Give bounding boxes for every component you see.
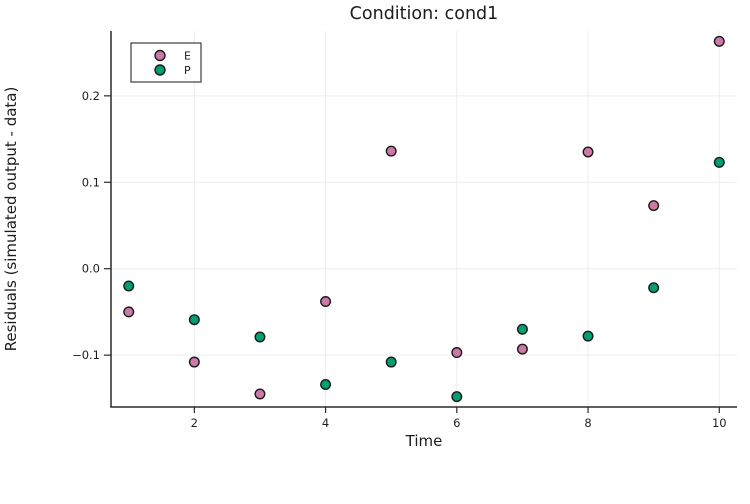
scatter-point-P xyxy=(516,323,528,335)
scatter-point-P xyxy=(254,331,266,343)
scatter-point-E xyxy=(713,35,725,47)
scatter-point-E xyxy=(254,388,266,400)
x-tick-label: 2 xyxy=(191,416,198,430)
scatter-point-E xyxy=(188,356,200,368)
scatter-point-E xyxy=(582,146,594,158)
x-tick-label: 8 xyxy=(584,416,591,430)
y-axis-label: Residuals (simulated output - data) xyxy=(2,87,20,352)
y-tick-label: 0.0 xyxy=(82,262,100,276)
y-tick-label: 0.1 xyxy=(82,175,100,189)
scatter-point-E xyxy=(320,296,332,308)
scatter-point-P xyxy=(713,156,725,168)
scatter-point-E xyxy=(648,200,660,212)
scatter-point-P xyxy=(451,391,463,403)
scatter-point-P xyxy=(385,356,397,368)
legend-label-P: P xyxy=(184,64,191,77)
x-axis-label: Time xyxy=(405,432,443,450)
scatter-point-P xyxy=(648,282,660,294)
scatter-point-P xyxy=(320,379,332,391)
legend-box xyxy=(130,42,202,83)
scatter-point-E xyxy=(123,306,135,318)
scatter-point-P xyxy=(582,330,594,342)
x-tick-label: 6 xyxy=(453,416,460,430)
x-tick-label: 10 xyxy=(712,416,727,430)
legend-label-E: E xyxy=(184,50,191,63)
scatter-point-E xyxy=(516,343,528,355)
legend: EP xyxy=(130,42,202,83)
y-tick-label: −0.1 xyxy=(72,348,100,362)
tick-labels: 2 4 6 8 10 −0.1 0.0 0.1 0.2 xyxy=(72,89,727,430)
scatter-point-E xyxy=(451,347,463,359)
data-points xyxy=(123,35,725,403)
y-tick-label: 0.2 xyxy=(82,89,100,103)
scatter-point-P xyxy=(188,314,200,326)
axis-ticks xyxy=(104,95,720,413)
axes-spines xyxy=(110,31,737,408)
legend-marker-P xyxy=(154,64,166,76)
scatter-point-P xyxy=(123,280,135,292)
gridlines xyxy=(111,31,737,407)
x-tick-label: 4 xyxy=(322,416,329,430)
chart-title: Condition: cond1 xyxy=(350,4,499,24)
scatter-point-E xyxy=(385,145,397,157)
legend-marker-E xyxy=(154,49,166,62)
